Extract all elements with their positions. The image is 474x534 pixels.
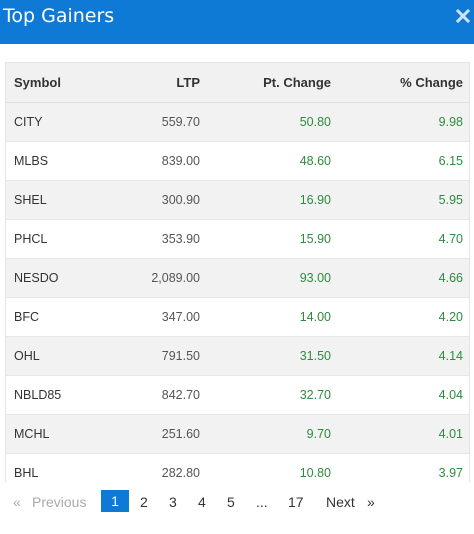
symbol-cell: NESDO — [6, 258, 106, 298]
symbol-cell: NBLD85 — [6, 375, 106, 415]
modal-header: Top Gainers — [0, 0, 474, 44]
table-header-row: Symbol LTP Pt. Change % Change — [6, 63, 469, 103]
first-page-arrow: « — [13, 494, 21, 510]
symbol-cell: BHL — [6, 453, 106, 482]
pt-change-cell: 10.80 — [208, 453, 339, 482]
table-row[interactable]: MCHL 251.60 9.70 4.01 — [6, 414, 469, 454]
pct-change-cell: 4.04 — [339, 375, 469, 415]
symbol-cell: PHCL — [6, 219, 106, 259]
pct-change-cell: 9.98 — [339, 102, 469, 142]
pct-change-cell: 3.97 — [339, 453, 469, 482]
close-icon[interactable] — [456, 9, 470, 23]
pt-change-cell: 15.90 — [208, 219, 339, 259]
column-header-pct-change[interactable]: % Change — [339, 63, 469, 103]
table-row[interactable]: BFC 347.00 14.00 4.20 — [6, 297, 469, 337]
table-row[interactable]: SHEL 300.90 16.90 5.95 — [6, 180, 469, 220]
symbol-cell: CITY — [6, 102, 106, 142]
pt-change-cell: 48.60 — [208, 141, 339, 181]
column-header-pt-change[interactable]: Pt. Change — [208, 63, 339, 103]
symbol-cell: OHL — [6, 336, 106, 376]
column-header-ltp[interactable]: LTP — [106, 63, 208, 103]
modal-title: Top Gainers — [3, 5, 115, 27]
column-header-symbol[interactable]: Symbol — [6, 63, 106, 103]
page-2-button[interactable]: 2 — [140, 494, 148, 510]
symbol-cell: BFC — [6, 297, 106, 337]
pt-change-cell: 9.70 — [208, 414, 339, 454]
ltp-cell: 251.60 — [106, 414, 208, 454]
pct-change-cell: 4.01 — [339, 414, 469, 454]
ltp-cell: 791.50 — [106, 336, 208, 376]
ltp-cell: 347.00 — [106, 297, 208, 337]
table-row[interactable]: MLBS 839.00 48.60 6.15 — [6, 141, 469, 181]
pt-change-cell: 32.70 — [208, 375, 339, 415]
pct-change-cell: 4.20 — [339, 297, 469, 337]
pt-change-cell: 14.00 — [208, 297, 339, 337]
pagination: « Previous 1 2 3 4 5 ... 17 Next » — [0, 490, 474, 514]
pct-change-cell: 4.70 — [339, 219, 469, 259]
pct-change-cell: 4.66 — [339, 258, 469, 298]
pct-change-cell: 6.15 — [339, 141, 469, 181]
ltp-cell: 300.90 — [106, 180, 208, 220]
ltp-cell: 559.70 — [106, 102, 208, 142]
pagination-ellipsis: ... — [256, 494, 268, 510]
pt-change-cell: 50.80 — [208, 102, 339, 142]
ltp-cell: 353.90 — [106, 219, 208, 259]
symbol-cell: MCHL — [6, 414, 106, 454]
ltp-cell: 2,089.00 — [106, 258, 208, 298]
ltp-cell: 282.80 — [106, 453, 208, 482]
pt-change-cell: 31.50 — [208, 336, 339, 376]
symbol-cell: MLBS — [6, 141, 106, 181]
symbol-cell: SHEL — [6, 180, 106, 220]
pct-change-cell: 4.14 — [339, 336, 469, 376]
page-1-button[interactable]: 1 — [101, 490, 129, 512]
ltp-cell: 839.00 — [106, 141, 208, 181]
page-5-button[interactable]: 5 — [227, 494, 235, 510]
previous-button: Previous — [32, 494, 87, 510]
last-page-arrow[interactable]: » — [367, 494, 375, 510]
table-row[interactable]: NESDO 2,089.00 93.00 4.66 — [6, 258, 469, 298]
pct-change-cell: 5.95 — [339, 180, 469, 220]
page-4-button[interactable]: 4 — [198, 494, 206, 510]
gainers-table: Symbol LTP Pt. Change % Change CITY 559.7… — [5, 62, 470, 482]
table-row[interactable]: OHL 791.50 31.50 4.14 — [6, 336, 469, 376]
table-row[interactable]: CITY 559.70 50.80 9.98 — [6, 102, 469, 142]
table-row[interactable]: NBLD85 842.70 32.70 4.04 — [6, 375, 469, 415]
ltp-cell: 842.70 — [106, 375, 208, 415]
next-button[interactable]: Next — [326, 494, 355, 510]
pt-change-cell: 16.90 — [208, 180, 339, 220]
page-3-button[interactable]: 3 — [169, 494, 177, 510]
table-row[interactable]: BHL 282.80 10.80 3.97 — [6, 453, 469, 482]
table-row[interactable]: PHCL 353.90 15.90 4.70 — [6, 219, 469, 259]
page-17-button[interactable]: 17 — [288, 494, 304, 510]
pt-change-cell: 93.00 — [208, 258, 339, 298]
